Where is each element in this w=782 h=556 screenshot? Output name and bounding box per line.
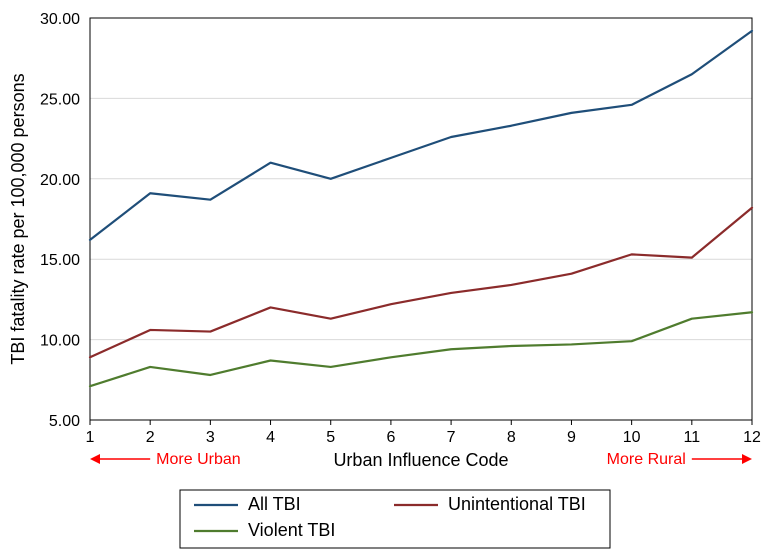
series-line-violent-tbi: [90, 312, 752, 386]
x-tick-label: 2: [146, 429, 155, 446]
y-axis-label: TBI fatality rate per 100,000 persons: [8, 73, 28, 364]
arrow-left-head: [90, 454, 100, 464]
y-tick-label: 30.00: [40, 11, 80, 28]
x-tick-label: 1: [86, 429, 95, 446]
y-tick-label: 10.00: [40, 333, 80, 350]
series-line-all-tbi: [90, 31, 752, 240]
x-tick-label: 7: [447, 429, 456, 446]
annotation-more-rural: More Rural: [607, 451, 686, 468]
x-tick-label: 11: [684, 429, 701, 446]
arrow-right-head: [742, 454, 752, 464]
series-line-unintentional-tbi: [90, 208, 752, 358]
x-tick-label: 8: [507, 429, 516, 446]
x-tick-label: 10: [623, 429, 641, 446]
x-tick-label: 12: [743, 429, 761, 446]
legend-label: Unintentional TBI: [448, 494, 586, 514]
chart-container: 5.0010.0015.0020.0025.0030.0012345678910…: [0, 0, 782, 556]
x-tick-label: 5: [326, 429, 335, 446]
plot-area: [90, 18, 752, 420]
x-tick-label: 4: [266, 429, 275, 446]
legend-label: All TBI: [248, 494, 301, 514]
x-tick-label: 6: [386, 429, 395, 446]
y-tick-label: 25.00: [40, 91, 80, 108]
x-axis-label: Urban Influence Code: [333, 450, 508, 470]
x-tick-label: 3: [206, 429, 215, 446]
x-tick-label: 9: [567, 429, 576, 446]
legend-label: Violent TBI: [248, 520, 335, 540]
annotation-more-urban: More Urban: [156, 451, 240, 468]
y-tick-label: 20.00: [40, 172, 80, 189]
y-tick-label: 15.00: [40, 252, 80, 269]
line-chart-svg: 5.0010.0015.0020.0025.0030.0012345678910…: [0, 0, 782, 556]
y-tick-label: 5.00: [49, 413, 80, 430]
